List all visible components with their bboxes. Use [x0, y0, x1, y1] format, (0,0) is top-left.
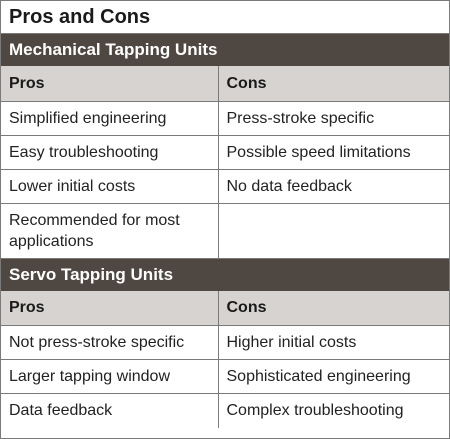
con-cell: Possible speed limitations [217, 134, 449, 170]
con-cell: Higher initial costs [217, 325, 449, 360]
con-cell [217, 202, 449, 259]
con-cell: Press-stroke specific [217, 100, 449, 136]
con-cell: Sophisticated engineering [217, 359, 449, 394]
pro-cell: Simplified engineering [1, 100, 219, 136]
table-row: Easy troubleshooting Possible speed limi… [1, 134, 449, 170]
pro-cell: Lower initial costs [1, 168, 219, 204]
table-title: Pros and Cons [1, 1, 449, 34]
section-header-mechanical: Mechanical Tapping Units [1, 34, 449, 66]
table-row: Data feedback Complex troubleshooting [1, 393, 449, 428]
column-header-cons: Cons [217, 66, 449, 102]
section-header-servo: Servo Tapping Units [1, 258, 449, 291]
table-row: Larger tapping window Sophisticated engi… [1, 359, 449, 394]
column-header-row: Pros Cons [1, 66, 449, 102]
servo-table: Pros Cons Not press-stroke specific High… [1, 290, 449, 428]
con-cell: Complex troubleshooting [217, 393, 449, 428]
pro-cell: Not press-stroke specific [1, 325, 219, 360]
column-header-cons: Cons [217, 290, 449, 326]
column-header-pros: Pros [1, 66, 219, 102]
pro-cell: Recommended for most applications [1, 202, 219, 259]
mechanical-table: Pros Cons Simplified engineering Press-s… [1, 66, 449, 259]
pro-cell: Data feedback [1, 393, 219, 428]
pro-cell: Larger tapping window [1, 359, 219, 394]
con-cell: No data feedback [217, 168, 449, 204]
pro-cell: Easy troubleshooting [1, 134, 219, 170]
table-row: Recommended for most applications [1, 202, 449, 259]
column-header-row: Pros Cons [1, 290, 449, 326]
table-row: Lower initial costs No data feedback [1, 168, 449, 204]
table-row: Not press-stroke specific Higher initial… [1, 325, 449, 360]
table-row: Simplified engineering Press-stroke spec… [1, 100, 449, 136]
column-header-pros: Pros [1, 290, 219, 326]
